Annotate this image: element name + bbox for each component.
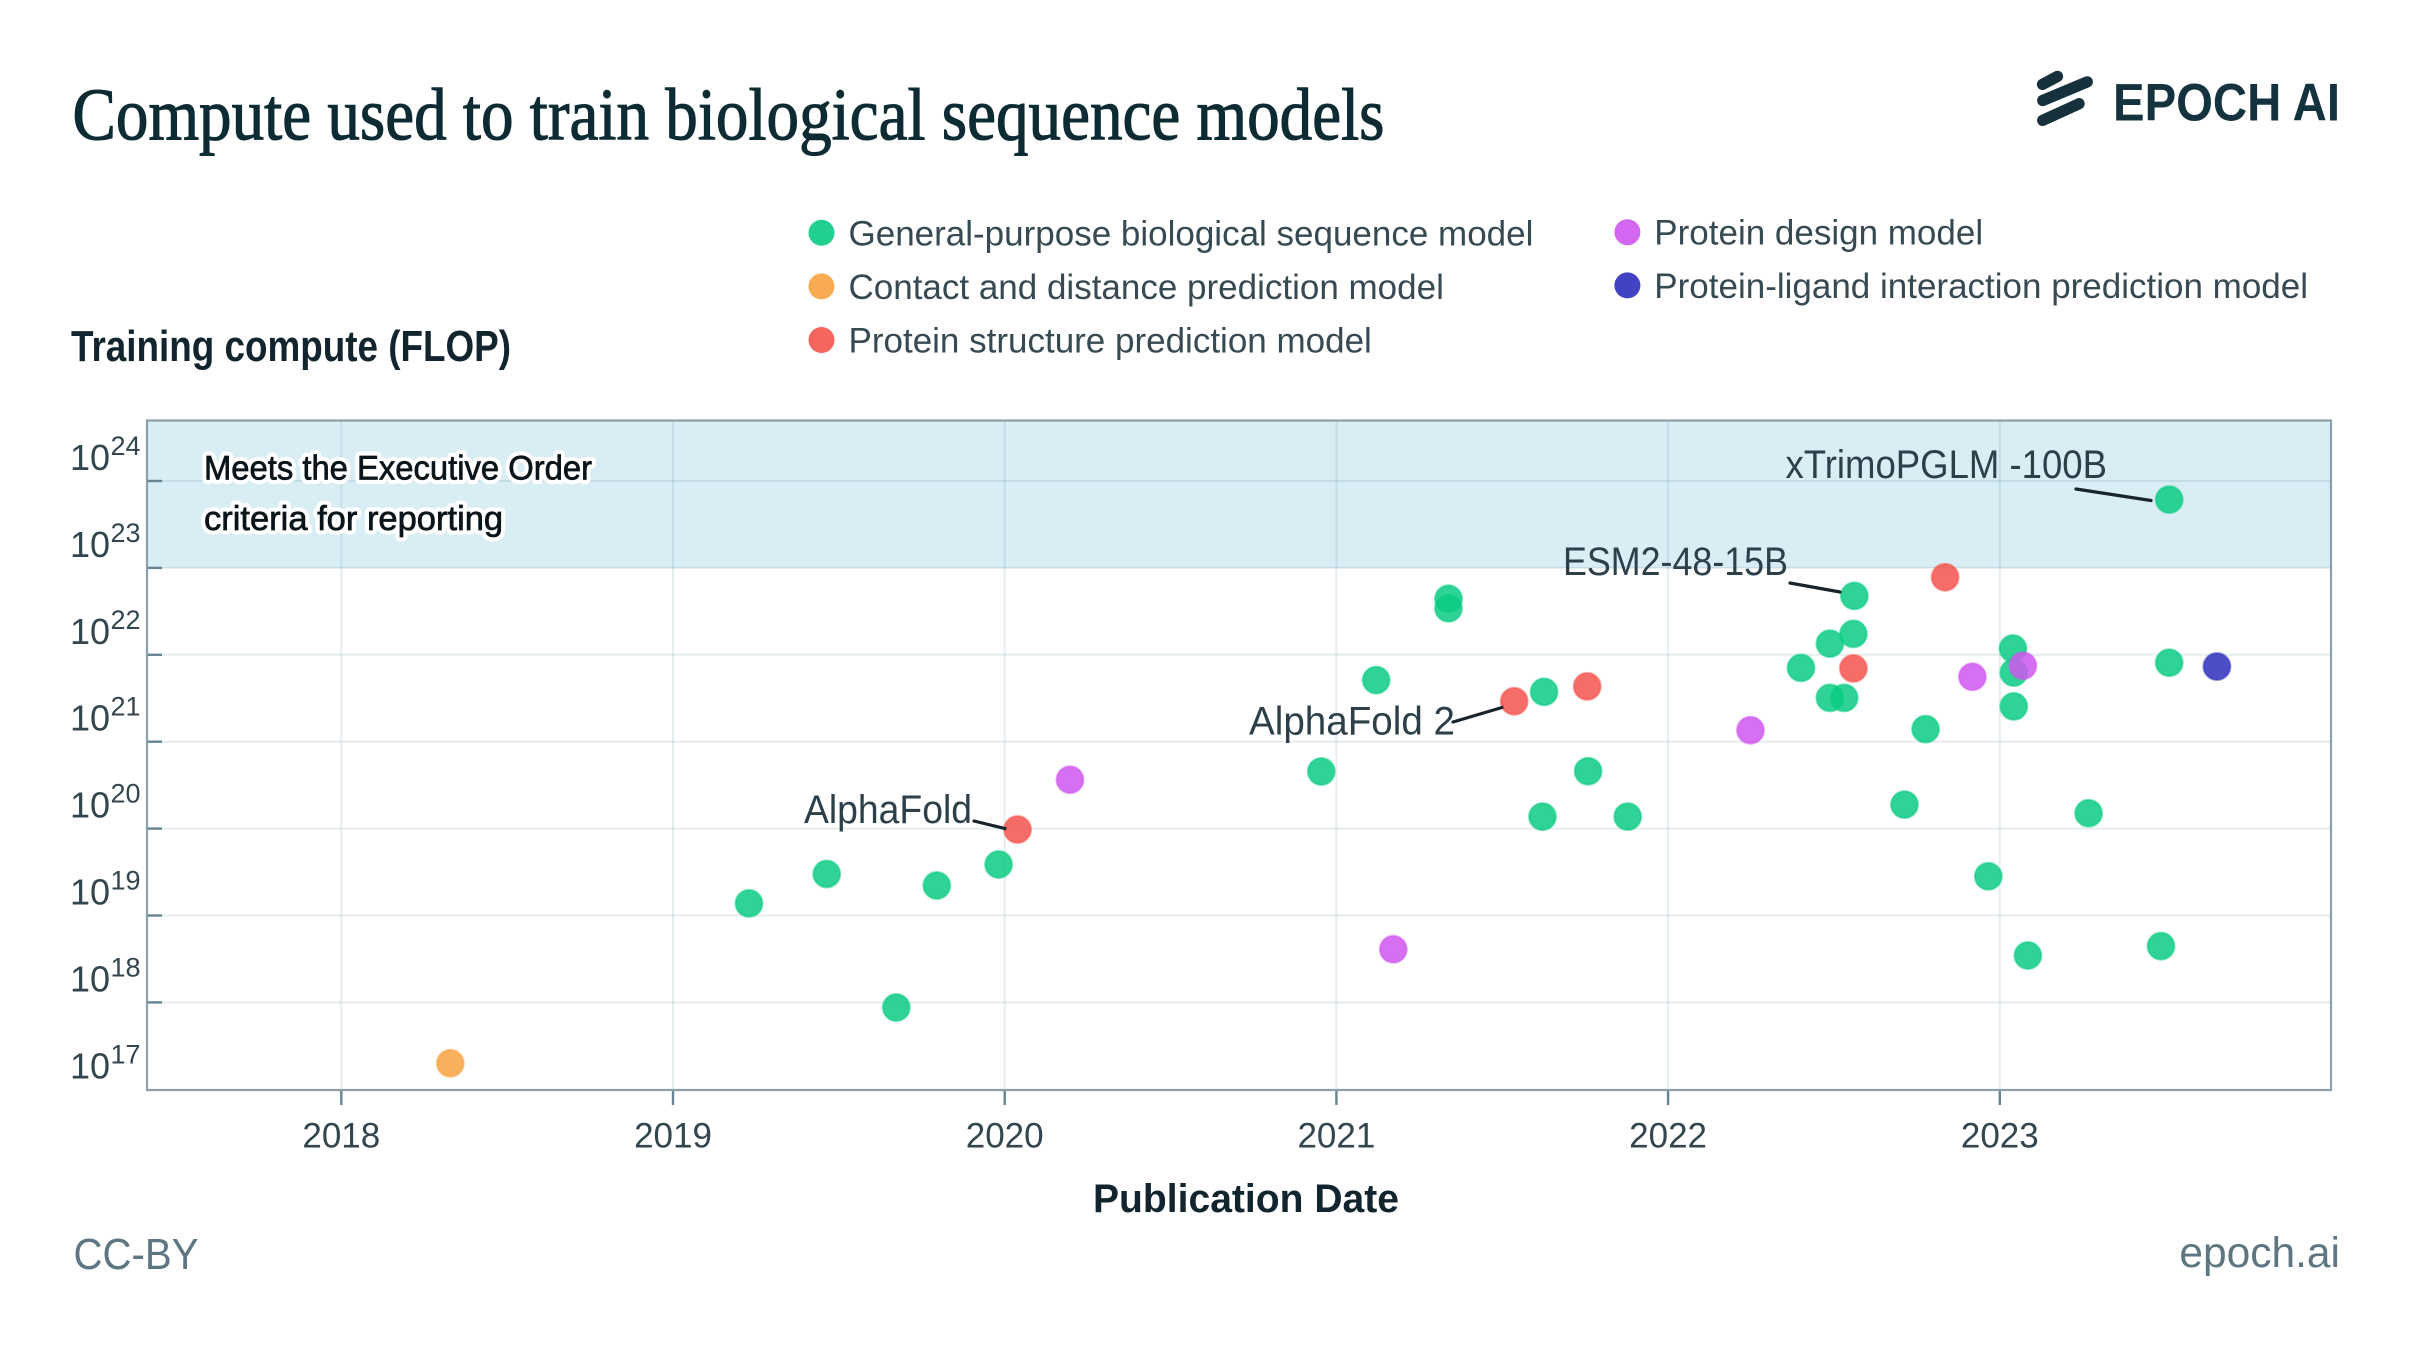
svg-text:10: 10 bbox=[70, 1045, 110, 1086]
svg-text:2021: 2021 bbox=[1297, 1117, 1375, 1156]
svg-text:17: 17 bbox=[111, 1039, 141, 1069]
svg-text:Publication Date: Publication Date bbox=[1093, 1177, 1399, 1221]
svg-text:Meets the Executive Order: Meets the Executive Order bbox=[204, 450, 592, 488]
svg-text:10: 10 bbox=[70, 958, 110, 999]
svg-text:ESM2-48-15B: ESM2-48-15B bbox=[1563, 540, 1788, 584]
svg-text:AlphaFold 2: AlphaFold 2 bbox=[1249, 700, 1455, 744]
svg-text:10: 10 bbox=[70, 872, 110, 913]
svg-text:Contact and distance predictio: Contact and distance prediction model bbox=[849, 268, 1444, 307]
svg-text:20: 20 bbox=[111, 779, 141, 809]
svg-text:21: 21 bbox=[111, 692, 141, 722]
svg-text:Protein structure prediction m: Protein structure prediction model bbox=[849, 322, 1372, 361]
svg-text:10: 10 bbox=[70, 785, 110, 826]
svg-text:Training compute (FLOP): Training compute (FLOP) bbox=[71, 322, 511, 371]
svg-text:2023: 2023 bbox=[1961, 1117, 2039, 1156]
svg-text:2019: 2019 bbox=[634, 1117, 712, 1156]
svg-text:Meets the Executive Order: Meets the Executive Order bbox=[204, 450, 592, 488]
svg-text:2022: 2022 bbox=[1629, 1117, 1707, 1156]
svg-text:epoch.ai: epoch.ai bbox=[2179, 1230, 2340, 1277]
svg-text:2020: 2020 bbox=[966, 1117, 1044, 1156]
svg-text:Compute used to train biologic: Compute used to train biological sequenc… bbox=[73, 75, 1385, 157]
svg-text:criteria for reporting: criteria for reporting bbox=[204, 500, 503, 538]
svg-text:2018: 2018 bbox=[302, 1117, 380, 1156]
svg-text:10: 10 bbox=[70, 611, 110, 652]
svg-text:Protein-ligand interaction pre: Protein-ligand interaction prediction mo… bbox=[1654, 267, 2308, 306]
svg-text:Protein design model: Protein design model bbox=[1654, 214, 1983, 253]
svg-text:23: 23 bbox=[111, 518, 141, 548]
svg-text:CC-BY: CC-BY bbox=[74, 1230, 199, 1279]
svg-text:EPOCH AI: EPOCH AI bbox=[2113, 74, 2340, 133]
svg-text:22: 22 bbox=[111, 605, 141, 635]
svg-text:General-purpose biological seq: General-purpose biological sequence mode… bbox=[849, 214, 1534, 253]
svg-text:10: 10 bbox=[70, 524, 110, 565]
svg-text:10: 10 bbox=[70, 437, 110, 478]
svg-text:xTrimoPGLM -100B: xTrimoPGLM -100B bbox=[1786, 443, 2108, 487]
svg-text:24: 24 bbox=[111, 431, 141, 461]
svg-text:criteria for reporting: criteria for reporting bbox=[204, 500, 503, 538]
svg-text:18: 18 bbox=[111, 952, 141, 982]
svg-text:19: 19 bbox=[111, 866, 141, 896]
svg-text:AlphaFold: AlphaFold bbox=[804, 788, 972, 832]
svg-text:10: 10 bbox=[70, 698, 110, 739]
